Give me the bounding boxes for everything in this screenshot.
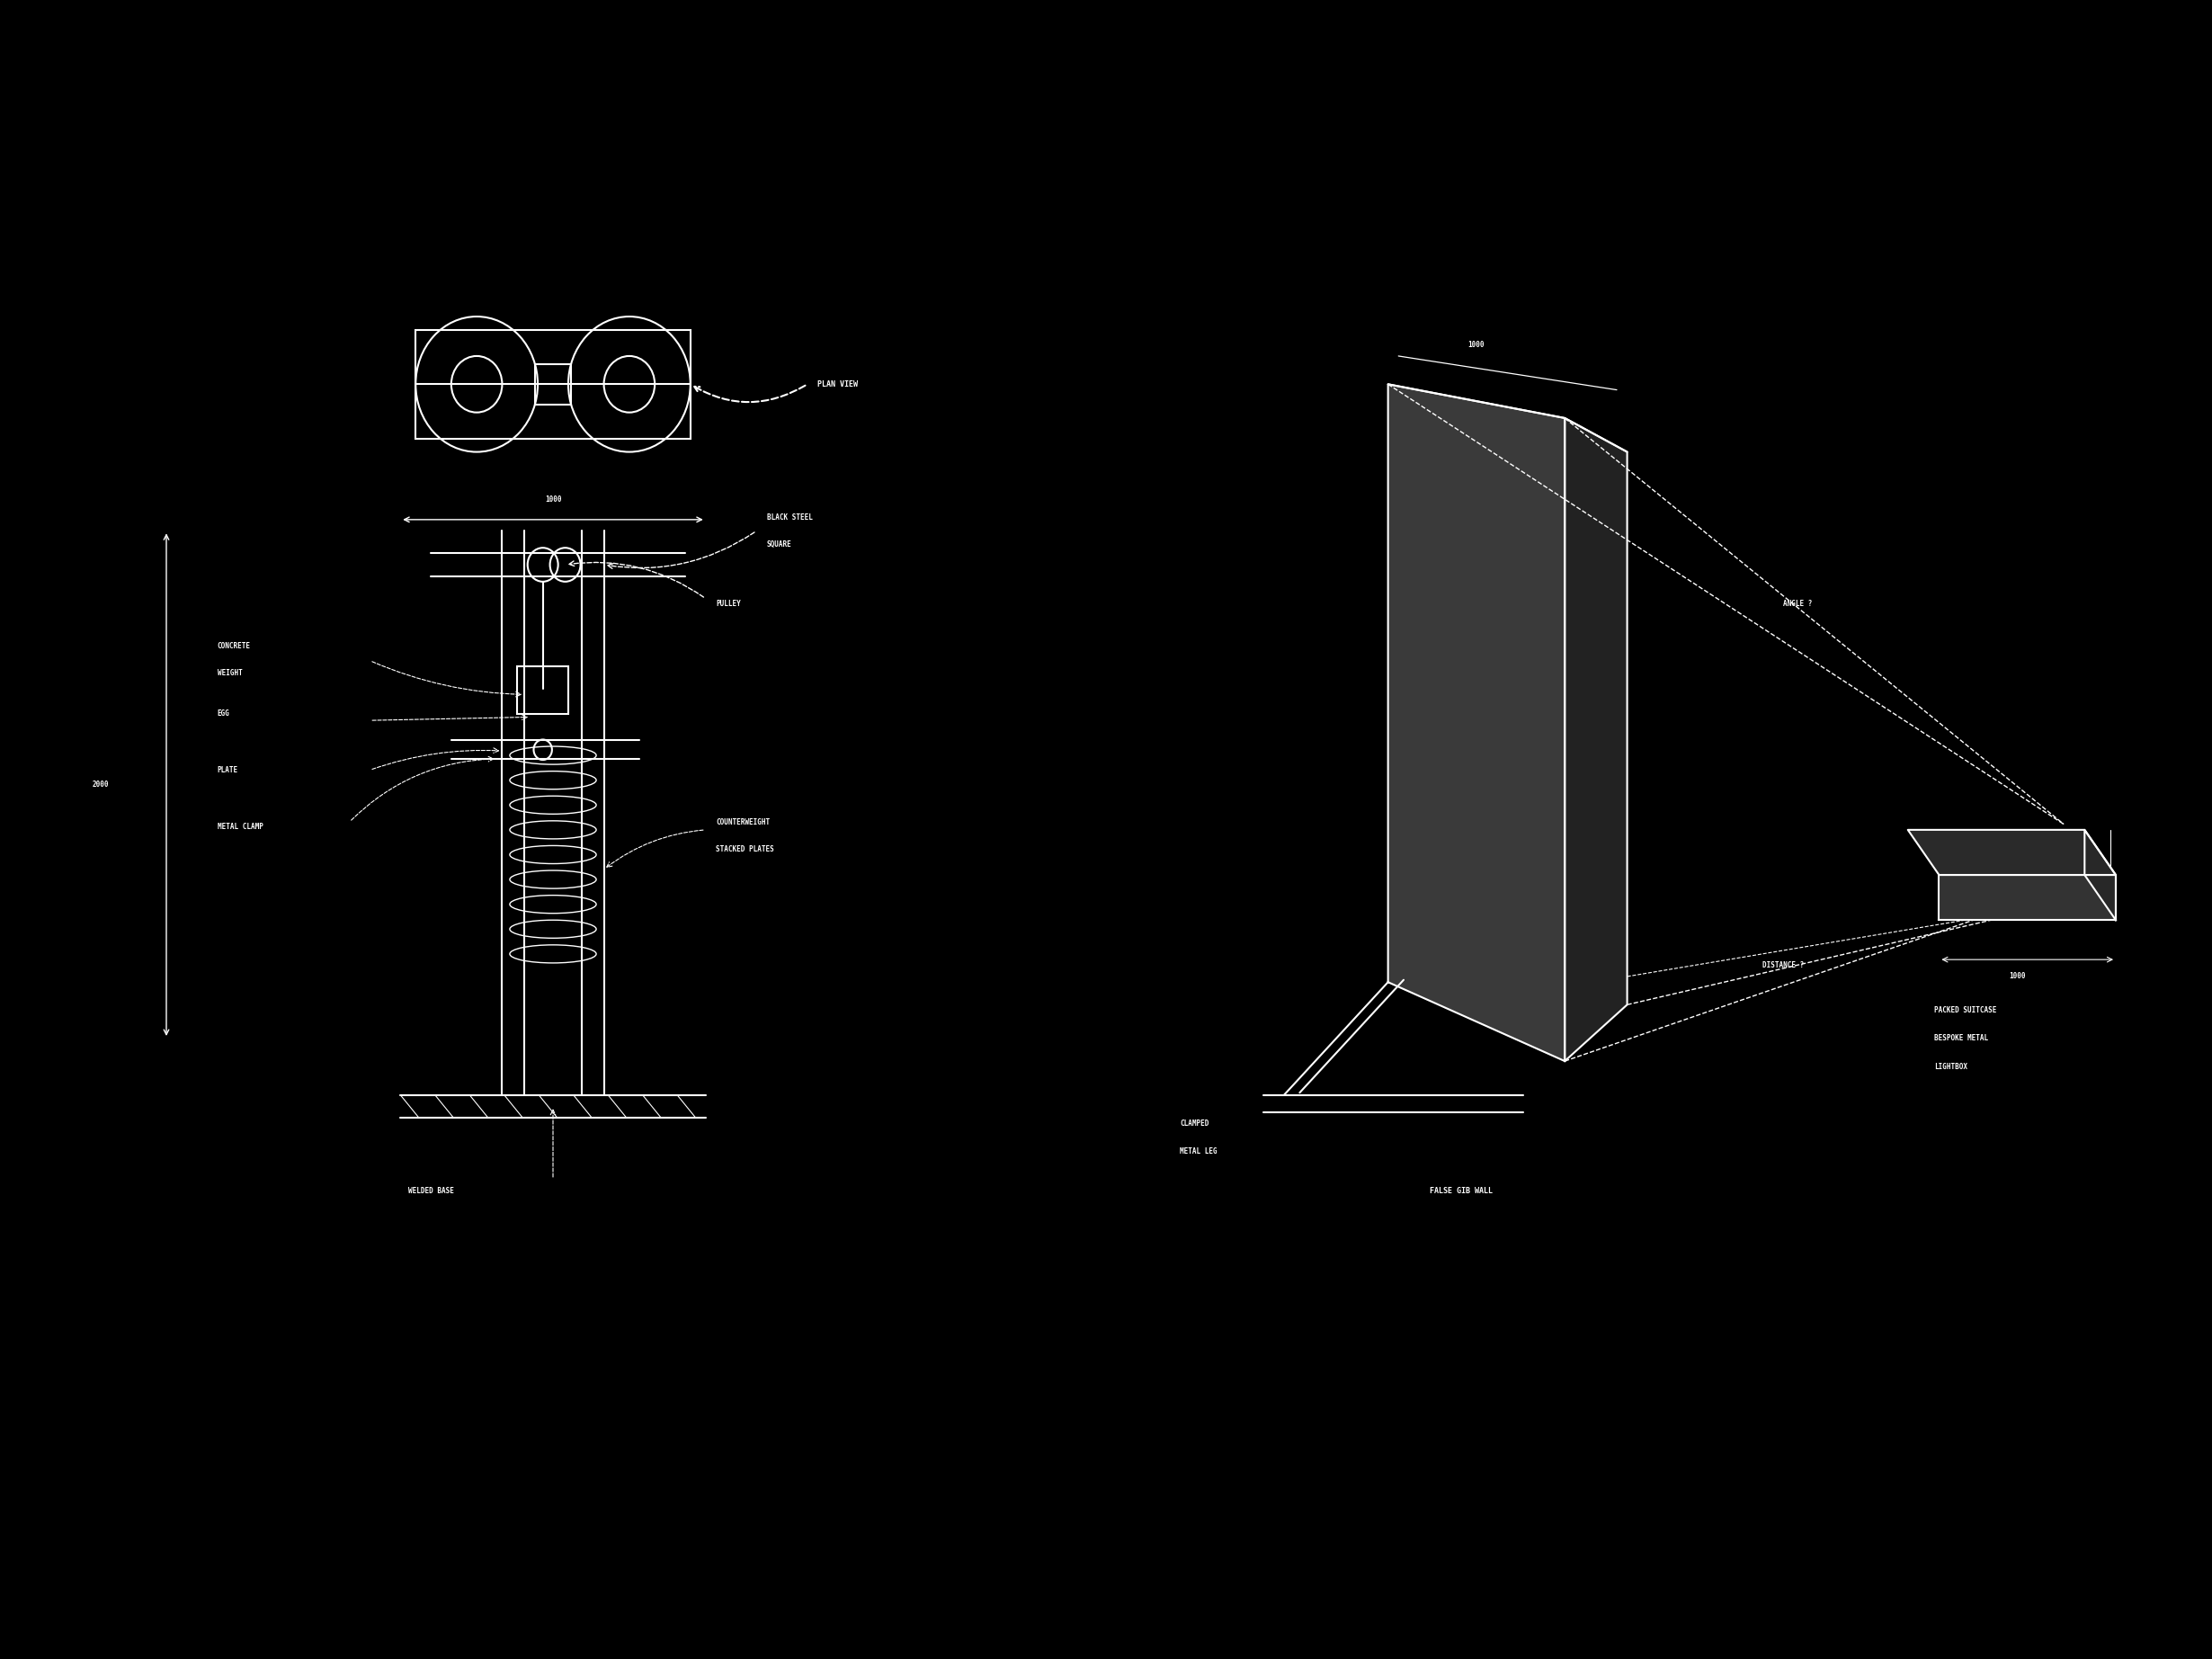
- Bar: [535, 363, 571, 405]
- Text: PULLEY: PULLEY: [717, 601, 741, 609]
- Bar: [416, 330, 690, 438]
- Text: STACKED PLATES: STACKED PLATES: [717, 844, 774, 853]
- Text: 2000: 2000: [93, 781, 108, 788]
- Text: 1000: 1000: [1469, 340, 1484, 348]
- Text: 1000: 1000: [2008, 972, 2026, 980]
- Text: LIGHTBOX: LIGHTBOX: [1933, 1063, 1966, 1070]
- Polygon shape: [1940, 874, 2117, 921]
- Text: EGG: EGG: [217, 710, 230, 718]
- Text: METAL CLAMP: METAL CLAMP: [217, 823, 263, 831]
- Text: COUNTERWEIGHT: COUNTERWEIGHT: [717, 818, 770, 826]
- Text: METAL LEG: METAL LEG: [1181, 1148, 1217, 1155]
- Text: WEIGHT: WEIGHT: [217, 669, 241, 677]
- Text: 1000: 1000: [544, 496, 562, 503]
- Polygon shape: [1907, 830, 2117, 874]
- Bar: [518, 667, 568, 713]
- Text: FALSE GIB WALL: FALSE GIB WALL: [1429, 1186, 1493, 1194]
- Polygon shape: [1564, 418, 1628, 1062]
- Text: ANGLE ?: ANGLE ?: [1783, 601, 1812, 609]
- Text: CONCRETE: CONCRETE: [217, 642, 250, 650]
- Text: SQUARE: SQUARE: [768, 541, 792, 549]
- Text: PACKED SUITCASE: PACKED SUITCASE: [1933, 1007, 1995, 1014]
- Text: PLAN VIEW: PLAN VIEW: [818, 380, 858, 388]
- Text: CLAMPED: CLAMPED: [1181, 1120, 1210, 1126]
- Text: WELDED BASE: WELDED BASE: [407, 1186, 453, 1194]
- Polygon shape: [1389, 385, 1564, 1062]
- Text: BLACK STEEL: BLACK STEEL: [768, 513, 812, 521]
- Polygon shape: [2084, 830, 2117, 921]
- Text: PLATE: PLATE: [217, 766, 239, 775]
- Text: BESPOKE METAL: BESPOKE METAL: [1933, 1035, 1989, 1042]
- Text: DISTANCE ?: DISTANCE ?: [1763, 961, 1805, 969]
